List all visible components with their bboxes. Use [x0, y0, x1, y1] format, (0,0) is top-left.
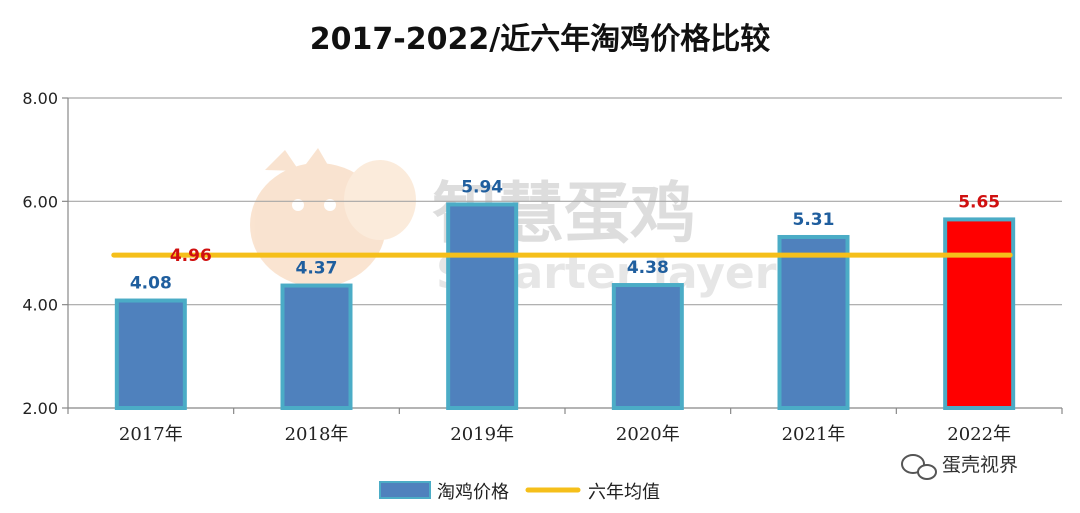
y-tick-label: 6.00: [22, 192, 58, 211]
bar-series: [114, 202, 1016, 410]
legend-label: 淘鸡价格: [437, 482, 509, 503]
data-label: 4.38: [627, 258, 669, 278]
x-tick-label: 2019年: [450, 424, 514, 445]
y-tick-label: 2.00: [22, 399, 58, 418]
y-tick-label: 8.00: [22, 89, 58, 108]
bar: [611, 283, 684, 410]
data-label: 5.94: [461, 177, 503, 197]
x-tick-label: 2022年: [947, 424, 1011, 445]
footer-brand-text: 蛋壳视界: [942, 454, 1018, 476]
bar: [280, 283, 353, 410]
bar: [943, 217, 1016, 410]
data-label: 4.08: [130, 274, 172, 294]
x-tick-label: 2017年: [119, 424, 183, 445]
mean-label: 4.96: [170, 246, 212, 266]
wechat-icon: [901, 454, 937, 480]
x-tick-label: 2020年: [616, 424, 680, 445]
axes: 2.00 4.00 6.00 8.00 2017年 2018年 2019年 2020年 2021…: [22, 89, 1063, 445]
legend-label: 六年均值: [588, 482, 660, 503]
data-label: 5.31: [793, 210, 835, 230]
x-tick-label: 2021年: [782, 424, 846, 445]
footer-brand: 蛋壳视界: [901, 454, 1018, 480]
legend: 淘鸡价格 六年均值: [379, 481, 660, 503]
data-label: 4.37: [296, 259, 338, 279]
bar: [777, 234, 850, 410]
x-tick-label: 2018年: [285, 424, 349, 445]
legend-swatch-bar: [379, 481, 431, 499]
bar: [114, 298, 187, 410]
y-tick-label: 4.00: [22, 296, 58, 315]
chart-title: 2017-2022/近六年淘鸡价格比较: [309, 22, 771, 57]
data-label: 5.65: [958, 192, 1000, 212]
data-labels: 4.08 4.37 5.94 4.38 5.31 5.65 4.96: [130, 177, 1000, 293]
bar: [446, 202, 519, 410]
